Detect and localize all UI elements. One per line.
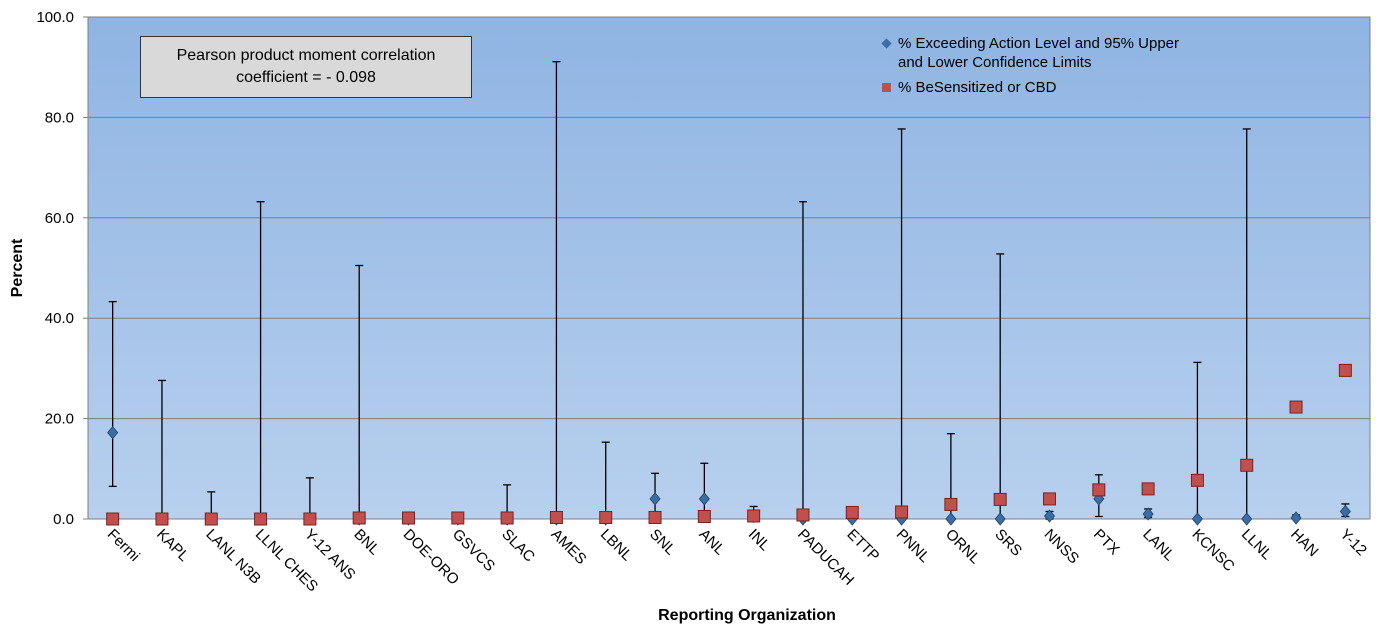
y-axis-label: Percent xyxy=(9,238,26,297)
y-tick-label: 100.0 xyxy=(36,9,74,26)
square-marker xyxy=(402,511,415,525)
square-marker xyxy=(254,512,268,526)
x-tick-label: Fermi xyxy=(104,526,143,565)
diamond-marker xyxy=(698,492,710,506)
square-marker xyxy=(845,505,859,519)
diamond-marker xyxy=(1043,509,1056,523)
square-marker xyxy=(895,505,909,519)
x-tick-label: GSVCS xyxy=(449,526,498,575)
x-axis-label: Reporting Organization xyxy=(658,607,836,624)
square-marker xyxy=(944,497,958,511)
x-tick-label: BNL xyxy=(350,526,383,559)
x-tick-label: ORNL xyxy=(942,526,983,567)
diamond-marker xyxy=(945,512,957,526)
square-marker xyxy=(303,512,317,526)
x-tick-label: ANL xyxy=(696,526,729,559)
legend-entry: % Exceeding Action Level and 95% Upper a… xyxy=(880,34,1180,72)
y-tick-label: 60.0 xyxy=(45,210,74,227)
x-tick-label: KAPL xyxy=(153,526,192,565)
y-tick-label: 0.0 xyxy=(53,511,74,528)
square-marker xyxy=(1289,400,1303,414)
x-tick-label: LLNL xyxy=(1238,526,1275,563)
square-marker xyxy=(549,510,563,524)
annotation-line: Pearson product moment correlation xyxy=(176,47,436,64)
x-tick-label: SLAC xyxy=(498,526,538,566)
square-marker xyxy=(993,492,1007,506)
plot-area xyxy=(87,16,1371,520)
legend-label: % BeSensitized or CBD xyxy=(898,79,1057,96)
square-marker xyxy=(796,508,810,522)
square-marker xyxy=(155,512,169,526)
legend-swatch xyxy=(881,38,892,49)
square-marker xyxy=(697,509,711,523)
diamond-marker xyxy=(1191,512,1203,526)
diamond-marker xyxy=(1290,511,1302,525)
diamond-marker xyxy=(107,426,119,440)
x-tick-label: AMES xyxy=(548,526,590,568)
x-tick-label: SNL xyxy=(646,526,679,559)
x-tick-label: LANL xyxy=(1139,526,1178,565)
diamond-marker xyxy=(994,512,1006,526)
x-tick-label: LBNL xyxy=(597,526,636,565)
square-marker xyxy=(1043,492,1056,506)
x-tick-label: KCNSC xyxy=(1189,526,1238,575)
diamond-marker xyxy=(1142,507,1154,521)
x-tick-label: SRS xyxy=(991,526,1025,560)
square-marker xyxy=(352,511,366,525)
square-marker xyxy=(1190,473,1204,487)
legend: % Exceeding Action Level and 95% Upper a… xyxy=(880,34,1180,103)
square-marker xyxy=(106,512,120,526)
x-tick-label: PTX xyxy=(1090,526,1123,559)
square-marker xyxy=(1240,458,1254,472)
square-marker xyxy=(1338,363,1352,377)
square-marker xyxy=(1141,482,1155,496)
annotation: Pearson product moment correlation coeff… xyxy=(140,36,472,98)
x-tick-label: PNNL xyxy=(893,526,933,566)
square-marker xyxy=(648,510,662,524)
legend-label: % Exceeding Action Level and 95% Upper a… xyxy=(898,35,1180,71)
square-marker xyxy=(500,511,514,525)
annotation-line: coefficient = - 0.098 xyxy=(236,69,376,86)
x-tick-label: HAN xyxy=(1287,526,1321,560)
legend-entry: % BeSensitized or CBD xyxy=(880,78,1180,97)
legend-swatch xyxy=(882,83,891,92)
x-tick-label: INL xyxy=(745,526,774,555)
diamond-marker xyxy=(1241,512,1253,526)
y-tick-label: 40.0 xyxy=(45,310,74,327)
y-tick-label: 80.0 xyxy=(45,109,74,126)
diamond-marker xyxy=(649,492,661,506)
diamond-marker xyxy=(1339,504,1351,519)
square-marker xyxy=(204,512,218,526)
square-marker xyxy=(599,510,613,524)
square-marker xyxy=(1092,483,1106,497)
x-tick-label: ETTP xyxy=(843,526,882,565)
y-tick-label: 20.0 xyxy=(45,411,74,428)
square-marker xyxy=(747,509,761,523)
x-tick-label: NNSS xyxy=(1041,526,1082,567)
x-tick-label: Y-12 xyxy=(1337,526,1370,559)
square-marker xyxy=(451,511,465,525)
